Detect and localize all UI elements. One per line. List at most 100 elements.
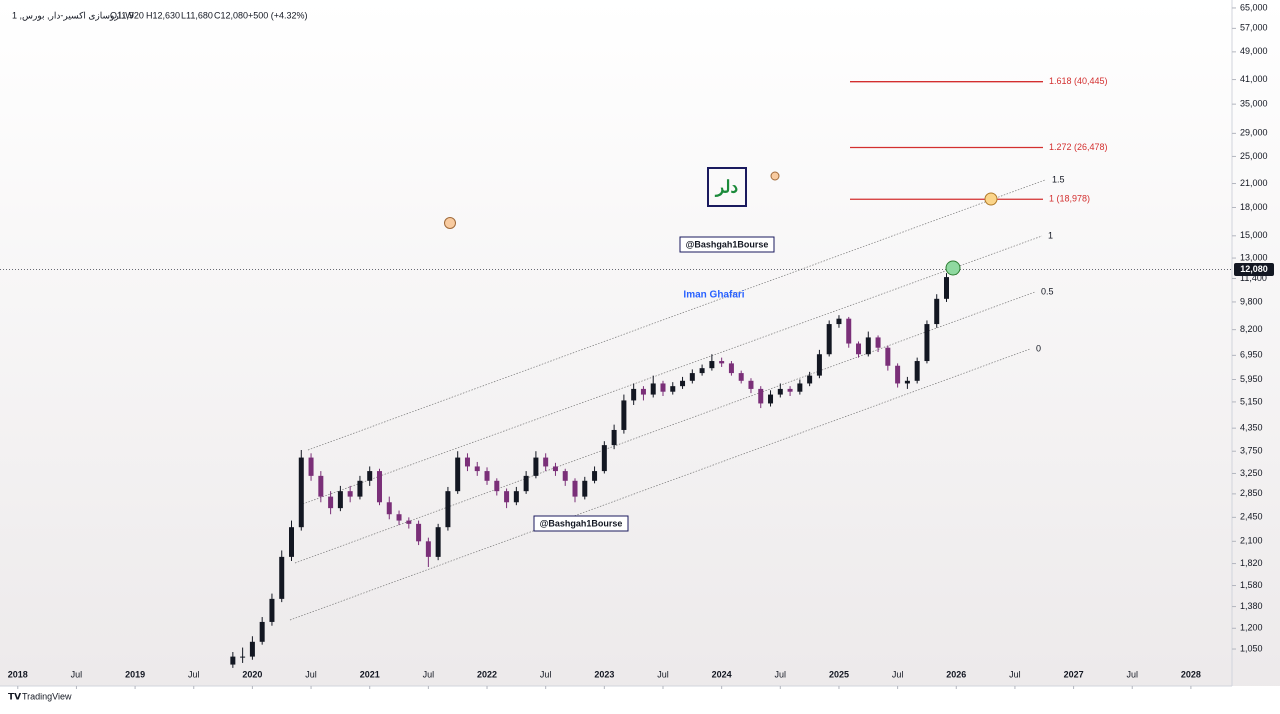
y-tick-label: 4,350 [1240, 423, 1263, 433]
candle-body [601, 445, 607, 472]
candle-body [543, 457, 549, 467]
candle-body [631, 388, 637, 401]
candle-body [650, 383, 656, 395]
candle-body [895, 365, 901, 384]
ohlc-header: O11,920 H12,630 L11,680 C12,080 +500 (+4… [110, 10, 308, 20]
footer-brand: TradingView [22, 691, 72, 701]
candle-body [670, 386, 676, 392]
candle-body [494, 480, 500, 492]
candle-body [230, 656, 236, 665]
ohlc-high: H12,630 [146, 10, 180, 20]
y-tick-label: 1,580 [1240, 580, 1263, 590]
y-tick-label: 25,000 [1240, 151, 1268, 161]
candle-body [386, 502, 392, 515]
candle-body [621, 400, 627, 430]
symbol: داروسازی اکسیر-دار, بورس, 1W [12, 10, 134, 21]
x-tick-label: Jul [1126, 669, 1138, 679]
candle-body [611, 429, 617, 446]
marker-circle [984, 192, 998, 206]
candle-body [689, 373, 695, 381]
y-tick-label: 29,000 [1240, 128, 1268, 138]
fib-label: 1.272 (26,478) [1049, 142, 1108, 152]
y-tick-label: 2,850 [1240, 488, 1263, 498]
candle-body [367, 471, 373, 481]
candle-body [328, 496, 334, 509]
channel-label: 0 [1036, 343, 1041, 353]
x-tick-label: Jul [423, 669, 435, 679]
ohlc-low: L11,680 [181, 10, 213, 20]
channel-line [294, 291, 1036, 564]
candle-body [347, 491, 353, 497]
plot: 65,000 57,000 49,000 41,000 35,000 29,000 25,0… [0, 2, 1274, 689]
x-tick-label: Jul [540, 669, 552, 679]
candle-body [523, 475, 529, 492]
x-tick-label: Jul [892, 669, 904, 679]
y-tick-label: 8,200 [1240, 324, 1263, 334]
marker-circle [770, 171, 780, 181]
x-tick-label: 2022 [477, 669, 497, 679]
marker-circle [945, 260, 961, 276]
candle-body [455, 457, 461, 492]
candle-body [836, 318, 842, 325]
candle-body [445, 491, 451, 528]
channel-line [289, 348, 1031, 621]
x-tick-label: 2019 [125, 669, 145, 679]
candle-body [846, 318, 852, 344]
candle-body [709, 361, 715, 369]
y-tick-label: 65,000 [1240, 2, 1268, 12]
candle-body [513, 491, 519, 503]
candle-body [406, 520, 412, 524]
x-tick-label: Jul [1009, 669, 1021, 679]
candle-body [562, 471, 568, 481]
x-tick-label: 2026 [946, 669, 966, 679]
y-tick-label: 41,000 [1240, 74, 1268, 84]
candle-body [572, 480, 578, 497]
candle-body [357, 480, 363, 497]
channel-label: 0.5 [1041, 286, 1054, 296]
candle-body [856, 343, 862, 355]
candle-body [533, 457, 539, 476]
candle-body [914, 361, 920, 381]
candle-body [904, 380, 910, 384]
y-tick-label: 15,000 [1240, 230, 1268, 240]
candle-body [298, 457, 304, 528]
watermark-box [679, 236, 775, 253]
y-tick-label: 49,000 [1240, 46, 1268, 56]
y-tick-label: 13,000 [1240, 252, 1268, 262]
x-tick-label: 2018 [8, 669, 28, 679]
candle-body [787, 388, 793, 392]
y-tick-label: 9,800 [1240, 296, 1263, 306]
candle-body [885, 347, 891, 366]
x-tick-label: Jul [775, 669, 787, 679]
candle-body [719, 361, 725, 364]
candle-body [289, 527, 295, 557]
dollar-box [707, 167, 747, 207]
y-tick-label: 3,250 [1240, 468, 1263, 478]
ohlc-change: +500 (+4.32%) [248, 10, 308, 20]
logo-mark: 𝗧𝗩 [8, 691, 21, 701]
candle-body [660, 383, 666, 392]
ohlc-close: C12,080 [214, 10, 248, 20]
footer-bar [0, 686, 1280, 709]
y-tick-label: 1,200 [1240, 623, 1263, 633]
x-tick-label: Jul [657, 669, 669, 679]
channel-label: 1.5 [1052, 174, 1065, 184]
watermark-box [533, 515, 629, 532]
channel-line [299, 235, 1043, 506]
candle-body [865, 337, 871, 355]
candle-body [474, 466, 480, 472]
x-tick-label: 2021 [360, 669, 380, 679]
candle-body [552, 466, 558, 472]
x-tick-label: 2023 [594, 669, 614, 679]
candle-body [797, 383, 803, 392]
x-tick-label: 2025 [829, 669, 849, 679]
candle-body [318, 475, 324, 497]
ohlc-open: O11,920 [110, 10, 144, 20]
candle-body [699, 368, 705, 374]
y-tick-label: 57,000 [1240, 23, 1268, 33]
candle-body [924, 324, 930, 362]
x-tick-label: 2020 [242, 669, 262, 679]
candle-body [249, 641, 255, 657]
